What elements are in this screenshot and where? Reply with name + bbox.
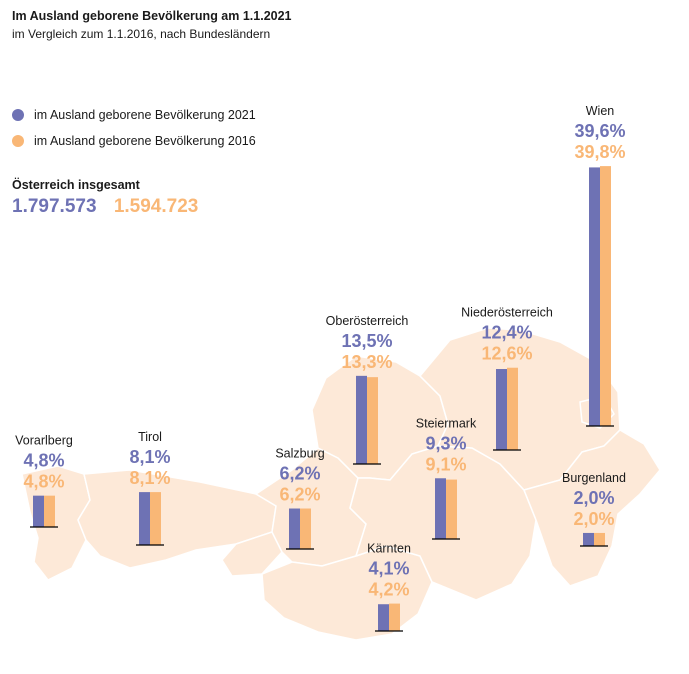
bar-2021-wien xyxy=(589,167,600,427)
value-label-2016-kaernten: 4,2% xyxy=(368,580,409,600)
bar-2016-vorarlberg xyxy=(44,495,55,527)
total-values: 1.797.573 1.594.723 xyxy=(12,196,210,218)
region-label-burgenland: Burgenland xyxy=(562,471,626,485)
value-label-2016-salzburg: 6,2% xyxy=(279,485,320,505)
value-label-2021-tirol: 8,1% xyxy=(129,447,170,467)
region-label-wien: Wien xyxy=(586,104,615,118)
value-label-2016-niederoesterreich: 12,6% xyxy=(481,344,532,364)
legend-dot-2021 xyxy=(12,109,24,121)
total-label: Österreich insgesamt xyxy=(12,178,140,192)
legend-label-2016: im Ausland geborene Bevölkerung 2016 xyxy=(34,134,256,148)
bar-2021-tirol xyxy=(139,492,150,545)
bar-2016-wien xyxy=(600,166,611,426)
bar-2016-burgenland xyxy=(594,532,605,546)
bar-2021-steiermark xyxy=(435,478,446,539)
value-label-2021-wien: 39,6% xyxy=(574,121,625,141)
legend-dot-2016 xyxy=(12,135,24,147)
value-label-2021-oberoesterreich: 13,5% xyxy=(341,331,392,351)
legend-item-2016: im Ausland geborene Bevölkerung 2016 xyxy=(12,128,256,154)
value-label-2021-steiermark: 9,3% xyxy=(425,433,466,453)
value-label-2016-burgenland: 2,0% xyxy=(573,509,614,529)
total-2021: 1.797.573 xyxy=(12,196,97,217)
value-label-2021-vorarlberg: 4,8% xyxy=(23,451,64,471)
bar-2016-oberoesterreich xyxy=(367,377,378,464)
bar-2021-oberoesterreich xyxy=(356,375,367,464)
bar-2021-salzburg xyxy=(289,508,300,549)
labels-layer: 4,8%4,8% Vorarlberg 8,1%8,1% Tirol 6,2%6,2% S… xyxy=(15,104,626,599)
value-label-2021-kaernten: 4,1% xyxy=(368,559,409,579)
legend-label-2021: im Ausland geborene Bevölkerung 2021 xyxy=(34,108,256,122)
bar-2016-kaernten xyxy=(389,603,400,631)
region-label-vorarlberg: Vorarlberg xyxy=(15,434,73,448)
legend: im Ausland geborene Bevölkerung 2021 im … xyxy=(12,102,256,154)
chart-subtitle: im Vergleich zum 1.1.2016, nach Bundeslä… xyxy=(12,27,271,41)
value-label-2016-vorarlberg: 4,8% xyxy=(23,472,64,492)
map-region-tirol xyxy=(77,469,277,569)
bar-2021-niederoesterreich xyxy=(496,369,507,450)
bar-2016-salzburg xyxy=(300,508,311,549)
bar-2016-steiermark xyxy=(446,479,457,539)
map-region-vorarlberg xyxy=(21,465,91,581)
region-label-oberoesterreich: Oberösterreich xyxy=(326,314,409,328)
value-label-2021-burgenland: 2,0% xyxy=(573,488,614,508)
total-2016: 1.594.723 xyxy=(113,196,199,217)
value-label-2021-niederoesterreich: 12,4% xyxy=(481,323,532,343)
value-label-2016-steiermark: 9,1% xyxy=(425,454,466,474)
region-label-kaernten: Kärnten xyxy=(367,542,411,556)
region-label-steiermark: Steiermark xyxy=(416,416,477,430)
bars-layer xyxy=(30,166,614,632)
value-label-2021-salzburg: 6,2% xyxy=(279,464,320,484)
region-label-niederoesterreich: Niederösterreich xyxy=(461,306,553,320)
bar-2021-burgenland xyxy=(583,532,594,546)
bar-2016-tirol xyxy=(150,492,161,545)
region-label-salzburg: Salzburg xyxy=(275,447,324,461)
region-label-tirol: Tirol xyxy=(138,430,162,444)
bar-2021-kaernten xyxy=(378,604,389,631)
value-label-2016-wien: 39,8% xyxy=(574,142,625,162)
map-region-burgenland xyxy=(522,429,661,587)
legend-item-2021: im Ausland geborene Bevölkerung 2021 xyxy=(12,102,256,128)
chart-title: Im Ausland geborene Bevölkerung am 1.1.2… xyxy=(12,9,292,23)
bar-2016-niederoesterreich xyxy=(507,367,518,450)
value-label-2016-tirol: 8,1% xyxy=(129,468,170,488)
bar-2021-vorarlberg xyxy=(33,495,44,527)
value-label-2016-oberoesterreich: 13,3% xyxy=(341,352,392,372)
